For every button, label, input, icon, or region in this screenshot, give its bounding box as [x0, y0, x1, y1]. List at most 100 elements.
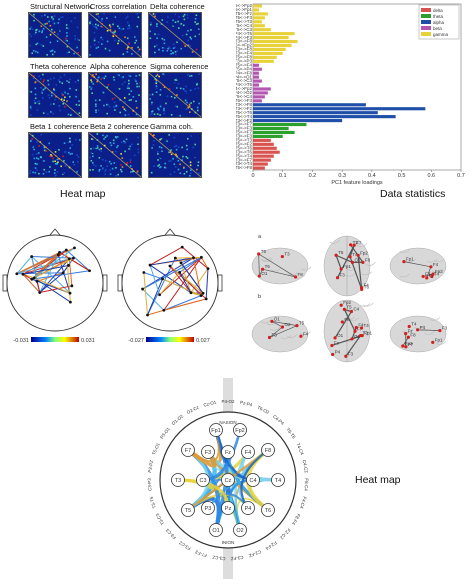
bar — [253, 99, 262, 102]
x-tick-label: 0.7 — [457, 173, 465, 179]
brain-panels-svg: abO1T6T5F8T3O1T6T5F8T3T4F7Fp2Fp1F3F4T4F7… — [240, 228, 474, 368]
electrode-label: F8 — [298, 272, 304, 277]
electrode-node-label: F4 — [245, 450, 251, 456]
bar — [253, 12, 268, 15]
electrode-node-label: Pz — [225, 506, 232, 512]
electrode-node-label: P3 — [205, 506, 212, 512]
pc1-bar-chart: T5<->Fp2T5<->Fp1T5<->FzT5<->F3T5<->T3T5<… — [236, 0, 474, 185]
electrode-label: Fp2 — [343, 300, 351, 305]
bar — [253, 166, 265, 169]
bar — [253, 64, 259, 67]
bar — [253, 151, 280, 154]
legend-label: beta — [433, 26, 442, 31]
rim-pair-label: O1-O2 — [171, 413, 185, 426]
electrode-label: T6 — [265, 264, 271, 269]
rim-pair-label: C4-P4 — [272, 414, 285, 426]
x-tick-label: 0.1 — [279, 173, 287, 179]
rim-pair-label: F4-C4 — [299, 496, 308, 510]
legend-swatch — [421, 32, 431, 36]
bar — [253, 32, 295, 35]
electrode-node-label: Fp1 — [211, 428, 220, 434]
bar — [253, 91, 268, 94]
head-topomap — [118, 229, 222, 331]
rim-pair-label: T6-T6 — [285, 427, 296, 440]
heatmap-matrix — [88, 132, 142, 178]
x-axis-label: PC1 feature loadings — [331, 180, 383, 185]
inion-label: INION — [222, 540, 235, 545]
rim-pair-label: Pz-P4 — [240, 400, 254, 408]
bar — [253, 36, 289, 39]
legend-swatch — [421, 14, 431, 18]
bar — [253, 159, 271, 162]
rim-pair-label: C3-P3 — [147, 478, 153, 492]
rim-pair-label: FZ-CZ — [279, 527, 292, 540]
bar — [253, 24, 265, 27]
electrode-node-label: T6 — [265, 508, 271, 514]
heatmap-matrix — [28, 12, 82, 58]
electrode-label: T5 — [261, 249, 267, 254]
electrode-label: F3 — [442, 326, 448, 331]
legend-label: theta — [433, 14, 444, 19]
electrode-label: P4 — [335, 350, 341, 355]
electrode-label: F3 — [348, 351, 354, 356]
x-tick-label: 0.6 — [427, 173, 435, 179]
bar — [253, 162, 268, 165]
legend-swatch — [421, 8, 431, 12]
electrode-node-label: O2 — [236, 528, 243, 534]
electrode-label: Fz — [334, 340, 340, 345]
electrode-node-label: F3 — [205, 450, 211, 456]
colorbar — [31, 337, 79, 342]
rim-pair-label: F8-C4 — [303, 478, 309, 491]
bar — [253, 131, 295, 134]
electrode-label: F4 — [364, 283, 370, 288]
rim-pair-label: T4-C4 — [295, 442, 305, 456]
electrode-label: Fp2 — [435, 269, 443, 274]
electrode-label: F7 — [408, 342, 414, 347]
bar — [253, 111, 378, 114]
bar — [253, 79, 262, 82]
panel-b-label: b — [258, 294, 261, 300]
electrode-label: T3 — [284, 252, 290, 257]
heatmap-title: Beta 1 coherence — [30, 122, 89, 131]
electrode-node-label: C3 — [199, 478, 206, 484]
x-tick-label: 0.3 — [338, 173, 346, 179]
electrode-node-label: P4 — [245, 506, 252, 512]
rim-pair-label: T6-O2 — [256, 405, 270, 415]
bar — [253, 127, 289, 130]
rim-pair-label: C2-FZ — [248, 549, 262, 558]
heatmap-title: Alpha coherence — [90, 62, 146, 71]
rim-pair-label: P3-O1 — [159, 426, 171, 440]
legend-label: gamma — [433, 32, 449, 37]
bar — [253, 72, 259, 75]
electrode-label: T4 — [411, 321, 417, 326]
colorbar-max-label: 0.027 — [196, 338, 210, 344]
bar — [253, 139, 271, 142]
electrode-node-label: Cz — [225, 478, 232, 484]
heatmap-matrix — [28, 132, 82, 178]
electrode-label: Fp1 — [435, 337, 443, 342]
heatmap-title: Structural Network — [30, 2, 92, 11]
heatmap-title: Cross correlation — [90, 2, 147, 11]
heatmap-title: Gamma coh. — [150, 122, 193, 131]
electrode-label: F8 — [365, 257, 371, 262]
bar — [253, 119, 342, 122]
electrode-label: T5 — [338, 250, 344, 255]
rim-pair-label: F7-F3 — [194, 549, 207, 558]
bar — [253, 95, 265, 98]
colorbar-min-label: -0.031 — [13, 338, 29, 344]
x-tick-label: 0.2 — [309, 173, 317, 179]
heatmap-matrix — [148, 12, 202, 58]
heatmap-matrix — [148, 132, 202, 178]
circle-map-caption: Heat map — [355, 474, 401, 486]
data-statistics-caption: Data statistics — [380, 188, 445, 200]
electrode-node-label: Fp2 — [235, 428, 244, 434]
electrode-node-label: O1 — [212, 528, 219, 534]
bar — [253, 44, 292, 47]
